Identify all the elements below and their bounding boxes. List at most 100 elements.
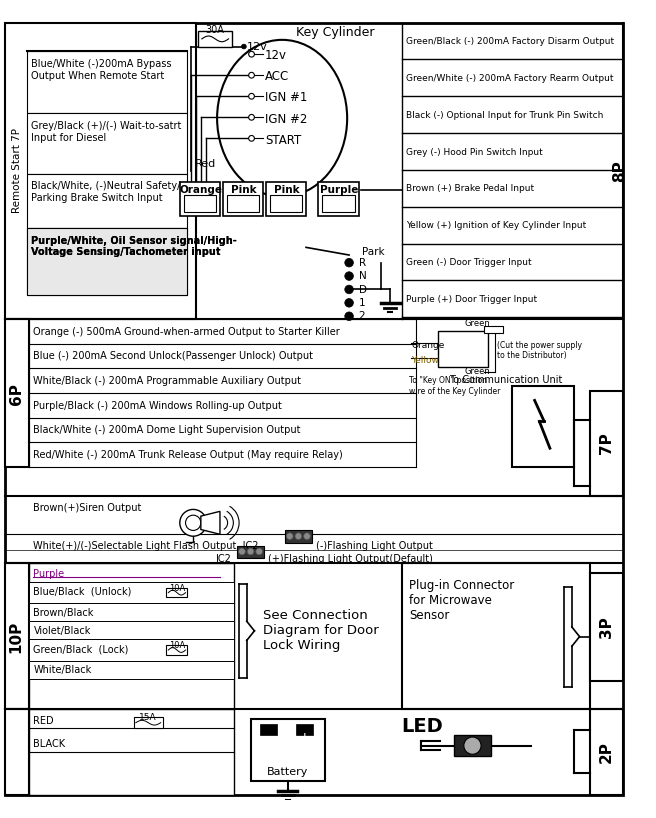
Text: Blue/Black  (Unlock): Blue/Black (Unlock): [33, 587, 132, 597]
Bar: [438, 330, 488, 367]
Text: IGN #2: IGN #2: [265, 113, 307, 125]
Bar: [251, 719, 325, 781]
Text: R: R: [359, 258, 366, 267]
Bar: [285, 530, 312, 543]
Text: Black/White (-) 200mA Dome Light Supervision Output: Black/White (-) 200mA Dome Light Supervi…: [33, 425, 301, 435]
Bar: [29, 622, 234, 640]
Text: 12v: 12v: [247, 42, 268, 52]
Text: +: +: [298, 731, 310, 745]
Text: Plug-in Connector
for Microwave
Sensor: Plug-in Connector for Microwave Sensor: [409, 579, 514, 622]
Circle shape: [247, 548, 254, 555]
Circle shape: [345, 258, 354, 267]
Text: Green/Black  (Lock): Green/Black (Lock): [33, 645, 129, 654]
Text: Purple/White, Oil Sensor signal/High-
Voltage Sensing/Tachometer input: Purple/White, Oil Sensor signal/High- Vo…: [31, 236, 236, 258]
Text: Purple/Black (-) 200mA Windows Rolling-up Output: Purple/Black (-) 200mA Windows Rolling-u…: [33, 401, 282, 411]
Bar: [318, 182, 359, 216]
Circle shape: [249, 52, 255, 57]
Text: Green (-) Door Trigger Input: Green (-) Door Trigger Input: [407, 258, 532, 267]
Text: Orange: Orange: [179, 185, 222, 196]
Bar: [590, 391, 623, 496]
Text: Battery: Battery: [267, 766, 308, 776]
Circle shape: [287, 533, 293, 540]
Text: 10A: 10A: [169, 584, 185, 593]
Text: START: START: [265, 133, 301, 146]
Text: N: N: [359, 272, 367, 281]
Text: Blue (-) 200mA Second Unlock(Passenger Unlock) Output: Blue (-) 200mA Second Unlock(Passenger U…: [33, 352, 314, 362]
Bar: [29, 563, 234, 709]
Ellipse shape: [217, 40, 347, 196]
Text: Brown (+) Brake Pedal Input: Brown (+) Brake Pedal Input: [407, 185, 535, 194]
Bar: [295, 724, 313, 735]
Text: 2P: 2P: [599, 741, 614, 763]
Circle shape: [249, 72, 255, 78]
Circle shape: [304, 533, 310, 540]
Bar: [27, 52, 188, 114]
Bar: [27, 228, 188, 295]
Text: Yellow (+) Ignition of Key Cylinder Input: Yellow (+) Ignition of Key Cylinder Inpu…: [407, 222, 586, 231]
Text: 1: 1: [359, 298, 365, 308]
Circle shape: [249, 136, 255, 142]
Text: Purple: Purple: [33, 569, 64, 578]
Bar: [237, 546, 264, 558]
Text: 10A: 10A: [169, 641, 185, 650]
Circle shape: [345, 285, 354, 294]
Bar: [5, 23, 196, 319]
Bar: [322, 195, 355, 212]
Text: Pink: Pink: [274, 185, 300, 196]
Text: 3P: 3P: [599, 616, 614, 638]
Bar: [223, 182, 263, 216]
Bar: [134, 717, 163, 729]
Bar: [590, 573, 623, 681]
Text: Grey/Black (+)/(-) Wait-to-satrt
Input for Diesel: Grey/Black (+)/(-) Wait-to-satrt Input f…: [31, 121, 181, 142]
Bar: [266, 182, 306, 216]
Polygon shape: [201, 511, 220, 534]
Text: Red/White (-) 200mA Trunk Release Output (May require Relay): Red/White (-) 200mA Trunk Release Output…: [33, 450, 343, 460]
Text: 15A: 15A: [140, 713, 157, 722]
Text: LED: LED: [401, 717, 443, 736]
Bar: [227, 195, 259, 212]
Text: Purple/White, Oil Sensor signal/High-
Voltage Sensing/Tachometer input: Purple/White, Oil Sensor signal/High- Vo…: [31, 236, 236, 258]
Circle shape: [345, 272, 354, 281]
Text: Orange (-) 500mA Ground-when-armed Output to Starter Killer: Orange (-) 500mA Ground-when-armed Outpu…: [33, 326, 340, 337]
Text: See Connection
Diagram for Door
Lock Wiring: See Connection Diagram for Door Lock Wir…: [263, 609, 379, 652]
Bar: [270, 195, 302, 212]
Text: White/Black (-) 200mA Programmable Auxiliary Output: White/Black (-) 200mA Programmable Auxil…: [33, 376, 302, 386]
Circle shape: [249, 115, 255, 120]
Bar: [5, 319, 29, 467]
Circle shape: [239, 548, 245, 555]
Circle shape: [186, 515, 201, 530]
Circle shape: [249, 93, 255, 99]
Text: D: D: [359, 285, 367, 294]
Text: BLACK: BLACK: [33, 739, 66, 749]
Bar: [29, 640, 234, 660]
Bar: [590, 709, 623, 795]
Text: Park: Park: [361, 247, 384, 258]
Text: 2: 2: [359, 312, 365, 321]
Bar: [512, 386, 574, 467]
Text: RED: RED: [33, 716, 54, 726]
Bar: [29, 582, 234, 603]
Text: 8P: 8P: [612, 160, 627, 182]
Text: Green/Black (-) 200mA Factory Disarm Output: Green/Black (-) 200mA Factory Disarm Out…: [407, 37, 615, 46]
Bar: [180, 182, 220, 216]
Bar: [27, 114, 188, 173]
Text: Remote Start 7P: Remote Start 7P: [12, 128, 22, 213]
Circle shape: [241, 44, 246, 49]
Bar: [260, 724, 277, 735]
Text: Purple: Purple: [320, 185, 359, 196]
Text: Green: Green: [465, 367, 491, 376]
Circle shape: [295, 533, 302, 540]
Circle shape: [180, 510, 207, 536]
Circle shape: [345, 312, 354, 321]
Bar: [167, 645, 188, 654]
Bar: [401, 563, 590, 709]
Bar: [29, 709, 234, 795]
Text: White/Black: White/Black: [33, 665, 92, 676]
Text: Black/White, (-)Neutral Safety/
Parking Brake Switch Input: Black/White, (-)Neutral Safety/ Parking …: [31, 182, 180, 203]
Circle shape: [345, 299, 354, 307]
Text: 6P: 6P: [9, 383, 24, 405]
Bar: [167, 588, 188, 597]
Text: (Cut the power supply
to the Distributor): (Cut the power supply to the Distributor…: [497, 341, 583, 361]
Text: Black (-) Optional Input for Trunk Pin Switch: Black (-) Optional Input for Trunk Pin S…: [407, 111, 604, 120]
Text: To "Key ON" position
wire of the Key Cylinder: To "Key ON" position wire of the Key Cyl…: [409, 376, 501, 396]
